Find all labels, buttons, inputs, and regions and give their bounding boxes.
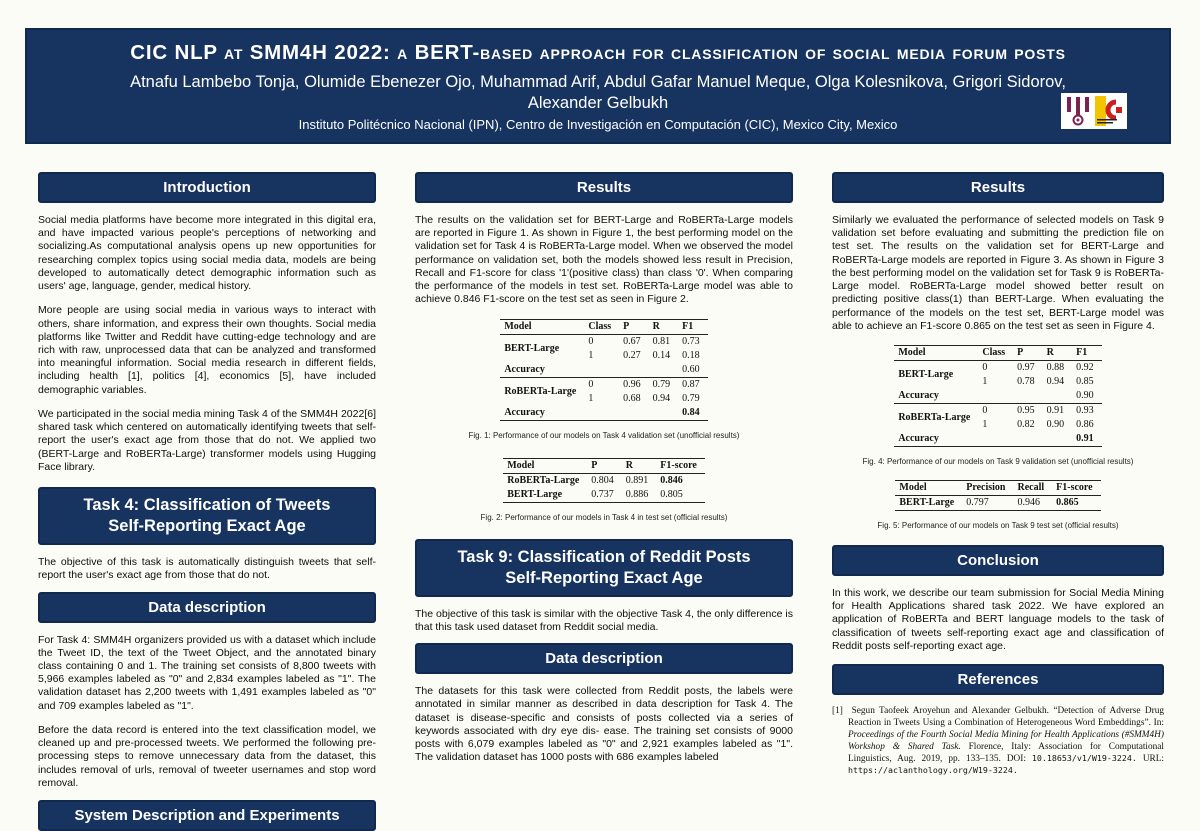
section-header-results-task9: Results: [832, 172, 1164, 203]
column-middle: Results The results on the validation se…: [415, 172, 793, 831]
fig5-table: Model Precision Recall F1-score BERT-Lar…: [895, 479, 1101, 511]
fig1-block: Model Class P R F1 BERT-Large 0 0.67 0.8: [415, 318, 793, 440]
cic-logo: [1095, 96, 1122, 126]
intro-paragraph-3: We participated in the social media mini…: [38, 407, 376, 473]
task4-data-paragraph-2: Before the data record is entered into t…: [38, 723, 376, 789]
task9-objective: The objective of this task is similar wi…: [415, 607, 793, 633]
fig4-table: Model Class P R F1 BERT-Large 0 0.97 0.8: [894, 344, 1102, 447]
author-list: Atnafu Lambebo Tonja, Olumide Ebenezer O…: [27, 72, 1169, 115]
poster-banner: CIC NLP at SMM4H 2022: a BERT-based appr…: [25, 28, 1171, 144]
fig1-caption: Fig. 1: Performance of our models on Tas…: [468, 430, 740, 440]
fig2-caption: Fig. 2: Performance of our models in Tas…: [480, 512, 728, 522]
fig1-table: Model Class P R F1 BERT-Large 0 0.67 0.8: [500, 318, 708, 421]
section-header-data-description-task9: Data description: [415, 643, 793, 675]
task4-results-text: The results on the validation set for BE…: [415, 214, 793, 306]
reference-url: https://aclanthology.org/W19-3224.: [848, 765, 1018, 776]
institution-logos: [1061, 93, 1127, 129]
fig2-block: Model P R F1-score RoBERTa-Large 0.804 0…: [415, 457, 793, 522]
section-header-results-task4: Results: [415, 172, 793, 203]
section-header-references: References: [832, 664, 1164, 696]
intro-paragraph-1: Social media platforms have become more …: [38, 214, 376, 293]
task4-data-paragraph-1: For Task 4: SMM4H organizers provided us…: [38, 633, 376, 712]
authors-line1: Atnafu Lambebo Tonja, Olumide Ebenezer O…: [130, 73, 1066, 91]
reference-item-1: [1] Segun Taofeek Aroyehun and Alexander…: [832, 706, 1165, 776]
poster-body: Introduction Social media platforms have…: [0, 148, 1200, 831]
fig4-caption: Fig. 4: Performance of our models on Tas…: [862, 456, 1134, 466]
section-header-task4: Task 4: Classification of Tweets Self-Re…: [38, 486, 376, 546]
fig4-block: Model Class P R F1 BERT-Large 0 0.97 0.8: [832, 344, 1164, 466]
poster-title: CIC NLP at SMM4H 2022: a BERT-based appr…: [130, 41, 1066, 64]
task9-results-text: Similarly we evaluated the performance o…: [832, 214, 1164, 332]
fig5-block: Model Precision Recall F1-score BERT-Lar…: [832, 479, 1164, 530]
task9-data-text: The datasets for this task were collecte…: [415, 685, 793, 764]
intro-paragraph-2: More people are using social media in va…: [38, 304, 376, 396]
affiliation: Instituto Politécnico Nacional (IPN), Ce…: [298, 116, 898, 132]
section-header-introduction: Introduction: [38, 172, 376, 203]
authors-line2: Alexander Gelbukh: [527, 94, 669, 113]
fig2-table: Model P R F1-score RoBERTa-Large 0.804 0…: [503, 457, 705, 503]
section-header-data-description-task4: Data description: [38, 591, 376, 623]
column-right: Results Similarly we evaluated the perfo…: [832, 172, 1164, 831]
section-header-conclusion: Conclusion: [832, 544, 1164, 576]
section-header-system-description: System Description and Experiments: [38, 800, 376, 831]
section-header-task9: Task 9: Classification of Reddit Posts S…: [415, 538, 793, 597]
conclusion-text: In this work, we describe our team submi…: [832, 586, 1164, 652]
fig5-caption: Fig. 5: Performance of our models on Tas…: [877, 520, 1119, 530]
column-left: Introduction Social media platforms have…: [38, 172, 376, 831]
ipn-logo: [1067, 97, 1089, 126]
task4-objective: The objective of this task is automatica…: [38, 556, 376, 582]
